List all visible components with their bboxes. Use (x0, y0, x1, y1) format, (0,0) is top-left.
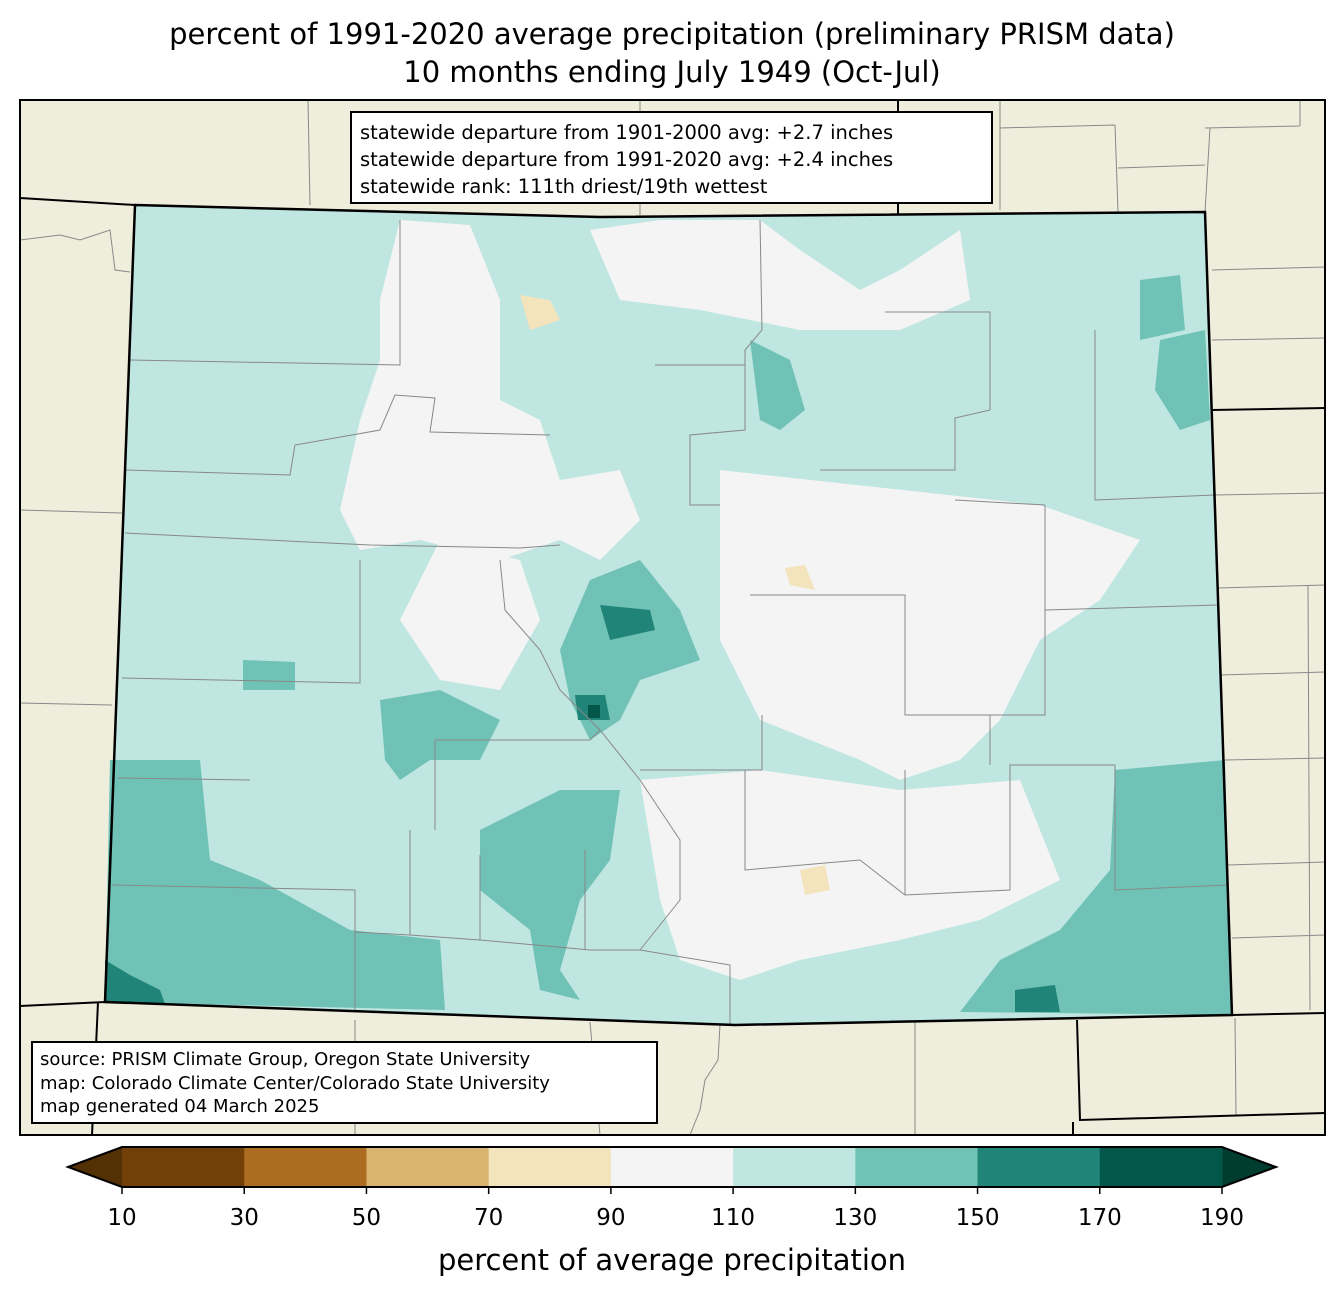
map-credit-line: map: Colorado Climate Center/Colorado St… (40, 1072, 550, 1094)
colorbar-under-arrow (68, 1147, 122, 1187)
map-frame (19, 99, 1326, 1136)
colorbar-tick-label: 10 (107, 1205, 137, 1231)
stat-departure-1991-2020: statewide departure from 1991-2020 avg: … (360, 148, 894, 171)
stats-box: statewide departure from 1901-2000 avg: … (350, 111, 993, 204)
colorbar-swatch (122, 1147, 245, 1187)
colorbar-tick-label: 50 (351, 1205, 382, 1231)
colorbar-tick-label: 70 (474, 1205, 504, 1231)
generated-date-line: map generated 04 March 2025 (40, 1096, 320, 1117)
stat-departure-1901-2000: statewide departure from 1901-2000 avg: … (360, 121, 894, 144)
colorbar-tick-label: 170 (1077, 1205, 1122, 1231)
county-lines (111, 219, 1229, 1025)
map-title: percent of 1991-2020 average precipitati… (169, 17, 1175, 51)
colorbar-tick-label: 190 (1200, 1205, 1244, 1231)
source-line: source: PRISM Climate Group, Oregon Stat… (40, 1049, 531, 1070)
colorbar-swatch (855, 1147, 979, 1187)
colorbar-swatch (977, 1147, 1101, 1187)
colorbar-tick-label: 150 (955, 1205, 1000, 1231)
colorbar-label: percent of average precipitation (437, 1243, 907, 1277)
map-subtitle: 10 months ending July 1949 (Oct-Jul) (403, 55, 941, 89)
source-box: source: PRISM Climate Group, Oregon Stat… (31, 1041, 658, 1124)
colorbar-swatch (610, 1147, 734, 1187)
colorbar-tick-label: 30 (229, 1205, 259, 1231)
colorbar-tick-label: 90 (596, 1205, 626, 1231)
colorbar-swatch (733, 1147, 856, 1187)
colorbar (65, 1146, 1279, 1194)
colorbar-swatch (244, 1147, 367, 1187)
colorbar-swatch (488, 1147, 612, 1187)
colorbar-tick-label: 110 (711, 1205, 756, 1231)
colorbar-swatch (366, 1147, 490, 1187)
colorbar-swatch (1099, 1147, 1223, 1187)
neighbor-county-lines (19, 99, 1326, 1136)
colorbar-over-arrow (1222, 1147, 1276, 1187)
colorbar-tick-label: 130 (833, 1205, 878, 1231)
colorado-border (103, 203, 1234, 1027)
stat-rank: statewide rank: 111th driest/19th wettes… (360, 175, 768, 198)
